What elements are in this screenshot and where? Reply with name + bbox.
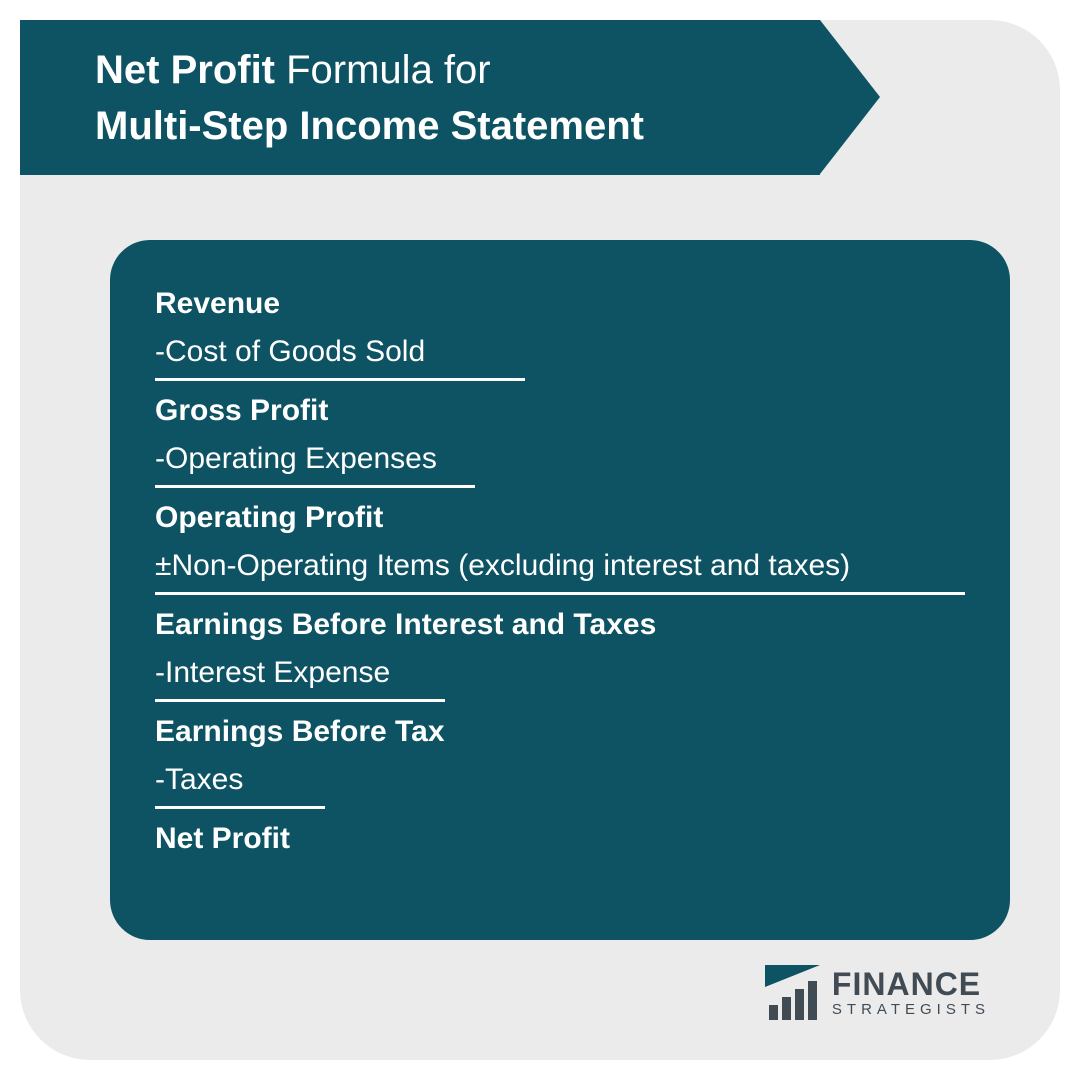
row-ebt: Earnings Before Tax bbox=[155, 708, 965, 756]
logo-line-1: FINANCE bbox=[832, 968, 990, 1000]
row-net-profit: Net Profit bbox=[155, 815, 965, 863]
row-interest: -Interest Expense bbox=[155, 649, 965, 697]
rule bbox=[155, 806, 325, 809]
row-opex: -Operating Expenses bbox=[155, 435, 965, 483]
header-bold: Net Profit bbox=[95, 48, 275, 92]
row-ebit: Earnings Before Interest and Taxes bbox=[155, 601, 965, 649]
row-revenue: Revenue bbox=[155, 280, 965, 328]
rule bbox=[155, 592, 965, 595]
row-operating-profit: Operating Profit bbox=[155, 494, 965, 542]
logo-line-2: STRATEGISTS bbox=[832, 1002, 990, 1017]
header-line-1: Net Profit Formula for bbox=[95, 42, 820, 98]
header-bar: Net Profit Formula for Multi-Step Income… bbox=[20, 20, 820, 175]
rule bbox=[155, 699, 445, 702]
brand-logo: FINANCE STRATEGISTS bbox=[765, 965, 990, 1020]
card: Net Profit Formula for Multi-Step Income… bbox=[20, 20, 1060, 1060]
row-cogs: -Cost of Goods Sold bbox=[155, 328, 965, 376]
row-nonop: ±Non-Operating Items (excluding interest… bbox=[155, 542, 965, 590]
rule bbox=[155, 485, 475, 488]
row-gross-profit: Gross Profit bbox=[155, 387, 965, 435]
logo-text: FINANCE STRATEGISTS bbox=[832, 968, 990, 1017]
header-line-2: Multi-Step Income Statement bbox=[95, 98, 820, 154]
row-taxes: -Taxes bbox=[155, 756, 965, 804]
formula-panel: Revenue -Cost of Goods Sold Gross Profit… bbox=[110, 240, 1010, 940]
canvas: Net Profit Formula for Multi-Step Income… bbox=[0, 0, 1080, 1080]
rule bbox=[155, 378, 525, 381]
logo-icon bbox=[765, 965, 820, 1020]
header-light: Formula for bbox=[275, 48, 491, 92]
